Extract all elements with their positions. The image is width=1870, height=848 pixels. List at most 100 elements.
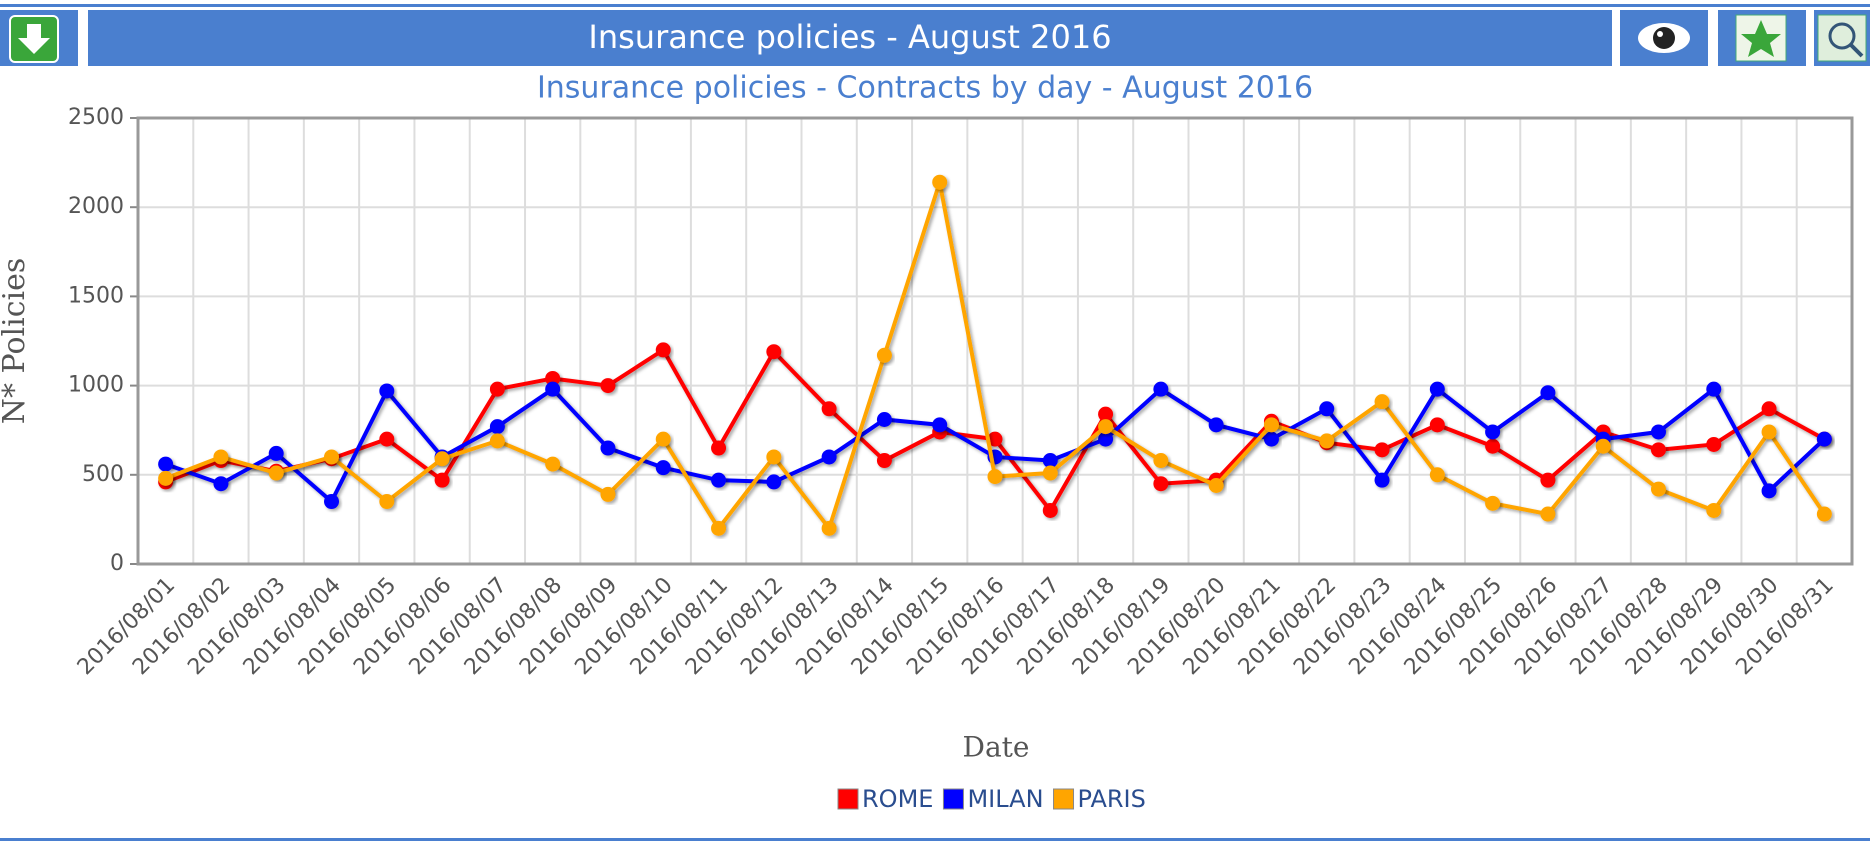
data-point: [545, 381, 561, 397]
data-point: [766, 344, 782, 360]
data-point: [600, 486, 616, 502]
data-point: [1374, 394, 1390, 410]
data-point: [1485, 424, 1501, 440]
data-point: [158, 470, 174, 486]
data-point: [600, 378, 616, 394]
data-point: [711, 520, 727, 536]
data-point: [1595, 438, 1611, 454]
header-title: Insurance policies - August 2016: [588, 18, 1111, 56]
data-point: [1650, 442, 1666, 458]
legend-swatch: [942, 788, 964, 810]
data-point: [434, 451, 450, 467]
data-point: [324, 449, 340, 465]
top-border: [0, 4, 1870, 7]
data-point: [711, 472, 727, 488]
data-point: [1263, 431, 1279, 447]
data-point: [655, 460, 671, 476]
data-point: [489, 381, 505, 397]
zoom-button[interactable]: [1814, 10, 1870, 66]
data-point: [711, 440, 727, 456]
data-point: [876, 453, 892, 469]
data-point: [158, 456, 174, 472]
download-button[interactable]: [0, 10, 78, 66]
data-point: [1098, 431, 1114, 447]
data-point: [1153, 476, 1169, 492]
title-bar: [88, 10, 1612, 66]
data-point: [1429, 381, 1445, 397]
data-point: [213, 476, 229, 492]
data-point: [379, 431, 395, 447]
data-point: [1429, 417, 1445, 433]
data-point: [932, 174, 948, 190]
data-point: [821, 449, 837, 465]
legend-swatch: [837, 788, 859, 810]
chart-title: Insurance policies - Contracts by day - …: [537, 71, 1313, 106]
y-tick-label: 2500: [68, 105, 124, 130]
data-point: [1485, 438, 1501, 454]
data-point: [1319, 433, 1335, 449]
data-point: [1208, 417, 1224, 433]
data-point: [1816, 506, 1832, 522]
data-point: [324, 494, 340, 510]
data-point: [1153, 381, 1169, 397]
y-axis-label: N* Policies: [0, 258, 32, 425]
data-point: [987, 469, 1003, 485]
data-point: [876, 347, 892, 363]
data-point: [1706, 436, 1722, 452]
data-point: [655, 342, 671, 358]
data-point: [987, 431, 1003, 447]
y-tick-label: 1000: [68, 373, 124, 398]
data-point: [1319, 401, 1335, 417]
data-point: [1761, 424, 1777, 440]
data-point: [1042, 453, 1058, 469]
legend-swatch: [1053, 788, 1075, 810]
data-point: [213, 449, 229, 465]
data-point: [268, 465, 284, 481]
bottom-border: [0, 838, 1870, 841]
data-point: [1153, 453, 1169, 469]
data-point: [1485, 495, 1501, 511]
data-point: [379, 383, 395, 399]
legend-label: PARIS: [1078, 785, 1146, 813]
data-point: [1540, 506, 1556, 522]
data-point: [1098, 419, 1114, 435]
data-point: [1374, 472, 1390, 488]
data-point: [655, 431, 671, 447]
data-point: [766, 474, 782, 490]
data-point: [489, 433, 505, 449]
data-point: [434, 472, 450, 488]
data-point: [1042, 465, 1058, 481]
data-point: [1761, 483, 1777, 499]
data-point: [379, 494, 395, 510]
data-point: [1650, 424, 1666, 440]
data-point: [489, 419, 505, 435]
data-point: [1706, 502, 1722, 518]
data-point: [545, 370, 561, 386]
view-button[interactable]: [1620, 10, 1708, 66]
data-point: [1540, 472, 1556, 488]
data-point: [600, 440, 616, 456]
data-point: [1650, 481, 1666, 497]
data-point: [545, 456, 561, 472]
data-point: [1263, 417, 1279, 433]
data-point: [1706, 381, 1722, 397]
data-point: [1540, 385, 1556, 401]
y-tick-label: 2000: [68, 194, 124, 219]
data-point: [1374, 442, 1390, 458]
data-point: [932, 417, 948, 433]
plot-border: [136, 116, 1854, 566]
data-point: [821, 401, 837, 417]
legend-label: ROME: [862, 785, 933, 813]
y-tick-label: 500: [82, 462, 124, 487]
x-tick-label: 2016/08/31: [1731, 573, 1838, 680]
data-point: [1429, 467, 1445, 483]
data-point: [1816, 431, 1832, 447]
legend-label: MILAN: [967, 785, 1043, 813]
y-tick-label: 0: [110, 551, 124, 576]
data-point: [876, 411, 892, 427]
data-point: [1042, 502, 1058, 518]
data-point: [1098, 406, 1114, 422]
favorite-button[interactable]: [1718, 10, 1806, 66]
